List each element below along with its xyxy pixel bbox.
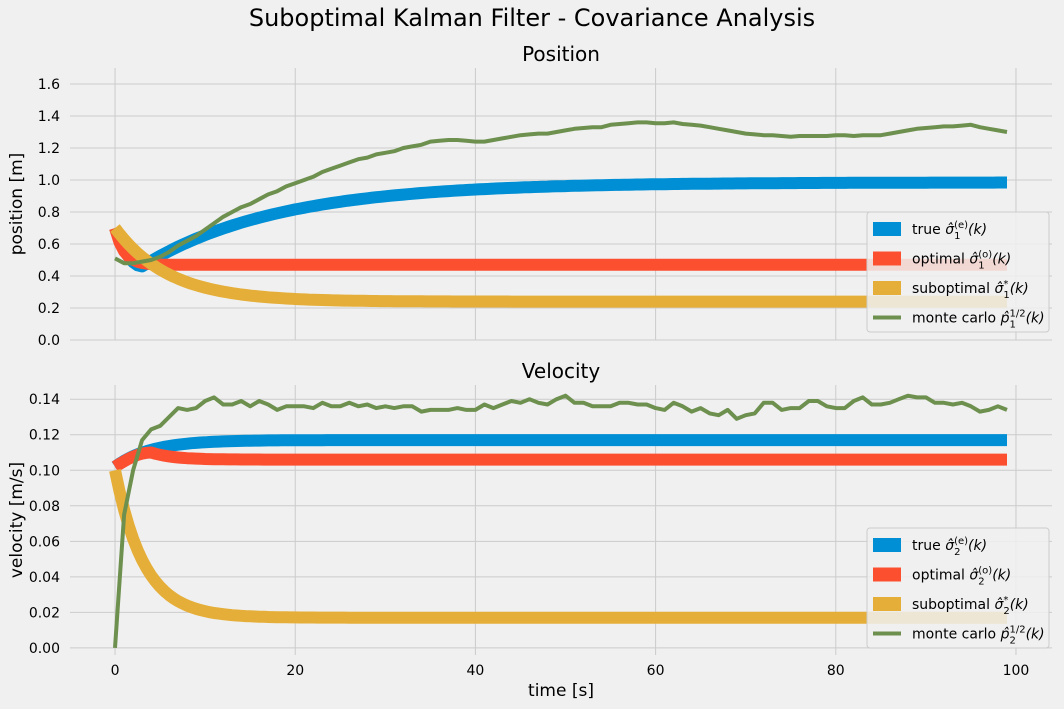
x-tick-label: 80 bbox=[827, 663, 845, 679]
legend-label-0: true σ̂(e) 2 (k) bbox=[912, 536, 987, 558]
chart-title: Position bbox=[522, 42, 600, 66]
series-line-true bbox=[111, 434, 1009, 472]
legend-frame bbox=[866, 527, 1050, 649]
series-line-suboptimal bbox=[110, 224, 1009, 308]
legend-swatch-optimal bbox=[873, 567, 901, 582]
chart-panel-velocity: 0.00 0.02 0.04 0.06 0.08 0.10 0.12 0.14 0 20 40 60 8… bbox=[7, 359, 1052, 701]
series-line-monte-carlo bbox=[114, 120, 1008, 266]
legend-swatch-optimal bbox=[873, 251, 901, 266]
y-tick-label: 0.0 bbox=[38, 333, 60, 349]
figure-suptitle: Suboptimal Kalman Filter - Covariance An… bbox=[249, 4, 815, 32]
y-tick-label: 1.0 bbox=[38, 173, 60, 189]
y-tick-label: 0.02 bbox=[29, 605, 60, 621]
y-tick-label: 0.2 bbox=[38, 301, 60, 317]
legend-label-2: suboptimal σ̂* 2(k) bbox=[912, 595, 1029, 617]
x-tick-label: 20 bbox=[286, 663, 304, 679]
legend-swatch-true bbox=[873, 222, 901, 236]
legend-swatch-suboptimal bbox=[873, 281, 901, 295]
legend-label-0: true σ̂(e) 1 (k) bbox=[912, 220, 987, 242]
legend: true σ̂(e) 1 (k) optimal σ̂(o) 1 (k) suboptima… bbox=[866, 211, 1050, 333]
y-tick-label: 0.00 bbox=[29, 641, 60, 657]
y-tick-label: 0.4 bbox=[38, 269, 60, 285]
legend: true σ̂(e) 2 (k) optimal σ̂(o) 2 (k) suboptima… bbox=[866, 527, 1050, 649]
series-line-optimal bbox=[111, 446, 1009, 472]
y-tick-label: 0.8 bbox=[38, 205, 60, 221]
legend-label-3: monte carlo p̂1/2 1 (k) bbox=[912, 309, 1045, 331]
legend-swatch-true bbox=[873, 538, 901, 552]
y-tick-label: 0.04 bbox=[29, 570, 60, 586]
legend-label-2: suboptimal σ̂* 1(k) bbox=[912, 279, 1029, 301]
series-line-suboptimal bbox=[109, 469, 1009, 624]
series-line-true bbox=[109, 176, 1009, 273]
x-tick-label: 0 bbox=[111, 663, 120, 679]
y-tick-label: 0.06 bbox=[29, 534, 60, 550]
y-tick-label: 0.6 bbox=[38, 237, 60, 253]
y-axis-label: velocity [m/s] bbox=[7, 462, 27, 578]
y-tick-label: 1.2 bbox=[38, 141, 60, 157]
legend-swatch-suboptimal bbox=[873, 597, 901, 611]
y-tick-label: 0.14 bbox=[29, 392, 60, 408]
y-tick-label: 0.08 bbox=[29, 499, 60, 515]
series-line-monte-carlo bbox=[113, 393, 1008, 649]
y-axis-label: position [m] bbox=[7, 153, 27, 256]
x-tick-label: 40 bbox=[466, 663, 484, 679]
y-tick-label: 0.12 bbox=[29, 428, 60, 444]
series-line-optimal bbox=[109, 226, 1009, 271]
legend-label-1: optimal σ̂(o) 1 (k) bbox=[912, 250, 1011, 272]
x-tick-label: 100 bbox=[1003, 663, 1030, 679]
legend-label-3: monte carlo p̂1/2 2 (k) bbox=[912, 625, 1045, 647]
chart-panel-position: 0.0 0.2 0.4 0.6 0.8 1.0 1.2 1.4 1.6 Position posit… bbox=[7, 42, 1052, 349]
x-axis-label: time [s] bbox=[528, 681, 594, 701]
legend-label-1: optimal σ̂(o) 2 (k) bbox=[912, 566, 1011, 588]
chart-title: Velocity bbox=[522, 359, 601, 383]
legend-frame bbox=[866, 211, 1050, 333]
y-tick-label: 0.10 bbox=[29, 463, 60, 479]
y-tick-label: 1.6 bbox=[38, 77, 60, 93]
x-tick-label: 60 bbox=[647, 663, 665, 679]
y-tick-label: 1.4 bbox=[38, 109, 60, 125]
